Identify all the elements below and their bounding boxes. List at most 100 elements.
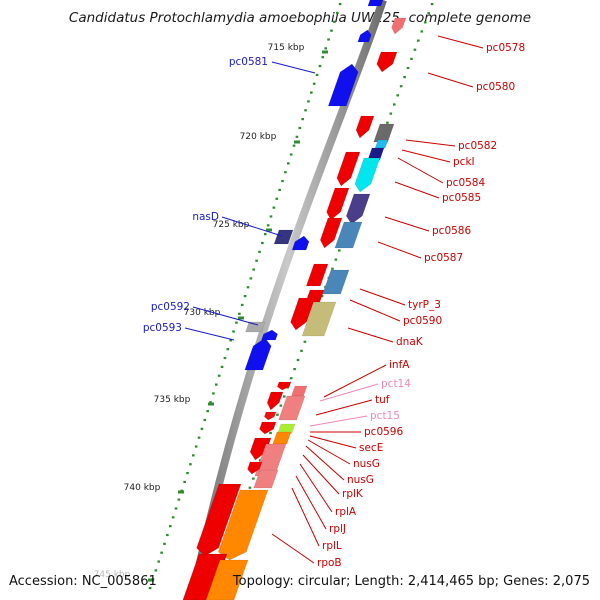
gene-feature[interactable] xyxy=(291,235,310,251)
gene-feature[interactable] xyxy=(278,395,306,421)
label-leader-line xyxy=(384,216,430,232)
outer-tick-dot xyxy=(321,56,325,59)
gene-feature[interactable] xyxy=(276,381,292,391)
gene-label-right[interactable]: pc0582 xyxy=(458,140,497,152)
gene-label-left[interactable]: nasD xyxy=(192,211,219,223)
gene-label-right[interactable]: pc0587 xyxy=(424,252,463,264)
gene-feature[interactable] xyxy=(367,147,385,161)
gene-feature[interactable] xyxy=(182,553,228,600)
gene-feature[interactable] xyxy=(326,187,350,221)
gene-label-right[interactable]: pct15 xyxy=(370,410,400,422)
label-leader-line xyxy=(315,399,373,416)
outer-tick-dot xyxy=(335,11,339,15)
gene-feature[interactable] xyxy=(196,483,242,557)
gene-label-right[interactable]: rplA xyxy=(335,506,357,518)
gene-feature[interactable] xyxy=(367,0,384,7)
label-leader-line xyxy=(221,216,283,237)
gene-label-right[interactable]: infA xyxy=(389,359,410,371)
outer-tick-dot xyxy=(148,587,152,590)
gene-label-right[interactable]: nusG xyxy=(353,458,380,470)
gene-feature[interactable] xyxy=(376,51,398,73)
inner-tick-dot xyxy=(331,267,334,270)
gene-label-right[interactable]: pc0585 xyxy=(442,192,481,204)
gene-feature[interactable] xyxy=(374,139,389,149)
gene-label-right[interactable]: rplL xyxy=(322,540,342,552)
outer-tick-dot xyxy=(333,20,336,23)
gene-feature[interactable] xyxy=(277,423,296,435)
inner-tick-dot xyxy=(399,85,403,88)
gene-feature[interactable] xyxy=(273,229,294,245)
gene-feature[interactable] xyxy=(259,421,277,435)
gene-feature[interactable] xyxy=(272,431,292,445)
label-leader-line xyxy=(437,35,484,49)
gene-label-right[interactable]: pc0578 xyxy=(486,42,525,54)
gene-feature[interactable] xyxy=(301,301,337,337)
gene-label-right[interactable]: dnaK xyxy=(396,336,424,348)
inner-tick-dot xyxy=(248,486,252,489)
gene-feature[interactable] xyxy=(249,437,272,461)
gene-feature[interactable] xyxy=(266,391,284,411)
gene-feature[interactable] xyxy=(253,469,279,489)
outer-tick-dot xyxy=(327,38,330,41)
gene-feature[interactable] xyxy=(218,489,269,561)
outer-tick-dot xyxy=(168,525,172,528)
inner-tick-dot xyxy=(389,112,393,115)
gene-label-right[interactable]: nusG xyxy=(347,474,374,486)
gene-feature[interactable] xyxy=(322,269,350,295)
gene-label-right[interactable]: secE xyxy=(359,442,383,454)
kbp-tick-label: 745 kbp xyxy=(94,570,131,580)
inner-tick-dot xyxy=(417,39,420,42)
gene-label-left[interactable]: pc0581 xyxy=(229,56,268,68)
gene-feature[interactable] xyxy=(244,337,272,371)
gene-feature[interactable] xyxy=(354,157,381,193)
inner-tick-dot xyxy=(276,413,279,416)
outer-tick-dot xyxy=(166,533,169,537)
gene-label-right[interactable]: pct14 xyxy=(381,378,411,390)
outer-tick-dot xyxy=(286,162,290,165)
gene-feature[interactable] xyxy=(355,115,375,139)
gene-feature[interactable] xyxy=(290,297,316,331)
gene-feature[interactable] xyxy=(357,29,372,43)
outer-tick-dot xyxy=(258,250,261,253)
gene-label-right[interactable]: rplK xyxy=(342,488,364,500)
gene-feature[interactable] xyxy=(305,263,329,287)
gene-label-right[interactable]: tuf xyxy=(375,394,390,406)
gene-label-right[interactable]: pckI xyxy=(453,156,475,168)
label-leader-line xyxy=(302,454,340,495)
gene-label-right[interactable]: rpoB xyxy=(317,557,342,569)
inner-tick-dot xyxy=(293,368,296,371)
gene-feature[interactable] xyxy=(247,461,263,475)
outer-tick-dot xyxy=(220,365,224,368)
inner-tick-dot xyxy=(396,94,400,97)
gene-label-right[interactable]: pc0580 xyxy=(476,81,515,93)
gene-label-left[interactable]: pc0592 xyxy=(151,301,190,313)
gene-feature[interactable] xyxy=(336,151,361,187)
gene-feature[interactable] xyxy=(291,385,308,397)
gene-feature[interactable] xyxy=(205,559,249,600)
outer-tick-dot xyxy=(307,100,310,103)
gene-label-right[interactable]: pc0586 xyxy=(432,225,471,237)
gene-feature[interactable] xyxy=(334,221,363,249)
gene-feature[interactable] xyxy=(346,193,371,225)
gene-label-right[interactable]: rplJ xyxy=(329,523,346,535)
gene-feature[interactable] xyxy=(245,321,266,333)
gene-label-right[interactable]: pc0596 xyxy=(364,426,403,438)
gene-feature[interactable] xyxy=(373,123,395,143)
gene-label-right[interactable]: tyrP_3 xyxy=(408,299,441,311)
inner-tick-dot xyxy=(289,377,293,380)
gene-feature[interactable] xyxy=(327,63,359,107)
inner-tick-dot xyxy=(337,249,341,252)
kbp-tick-mark xyxy=(208,402,214,406)
gene-label-right[interactable]: pc0584 xyxy=(446,177,485,189)
outer-tick-dot xyxy=(177,498,181,501)
outer-tick-dot xyxy=(215,383,218,386)
outer-tick-dot xyxy=(255,259,258,262)
label-leader-line xyxy=(307,439,351,465)
gene-feature[interactable] xyxy=(320,217,343,249)
gene-label-left[interactable]: pc0593 xyxy=(143,322,182,334)
gene-label-right[interactable]: pc0590 xyxy=(403,315,442,327)
gene-feature[interactable] xyxy=(261,329,278,341)
gene-feature[interactable] xyxy=(391,17,407,35)
gene-feature[interactable] xyxy=(264,411,277,421)
